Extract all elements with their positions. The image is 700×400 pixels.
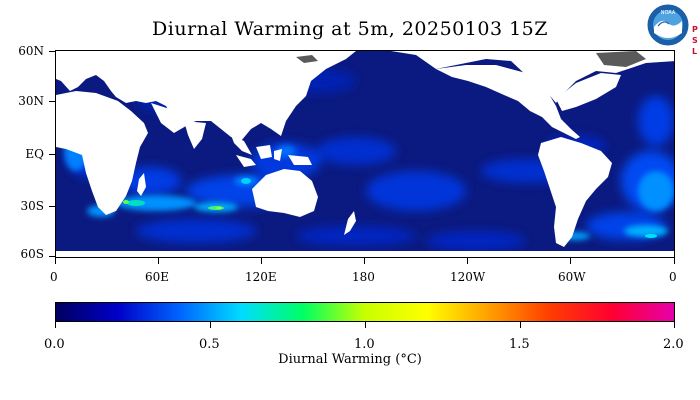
- lon-tick: [570, 258, 571, 264]
- lat-tick: [49, 154, 55, 155]
- colorbar-tick: [674, 322, 675, 328]
- lon-label-0: 0: [50, 270, 58, 284]
- madagascar-land: [137, 173, 146, 196]
- diurnal-warming-map: [56, 51, 674, 257]
- africa-land: [56, 91, 148, 215]
- new-guinea-land: [288, 155, 312, 165]
- noaa-logo: NOAA: [646, 3, 690, 51]
- colorbar-label-1-5: 1.5: [509, 337, 530, 352]
- lon-label-60e: 60E: [145, 270, 170, 284]
- lon-tick: [364, 258, 365, 264]
- lon-tick: [674, 258, 675, 264]
- arabia-land: [151, 103, 186, 133]
- greenland-ice: [596, 51, 646, 67]
- sulawesi-land: [274, 149, 282, 161]
- north-america-land: [436, 65, 580, 139]
- lon-tick: [467, 258, 468, 264]
- eurasia-land: [56, 51, 674, 141]
- lat-label-eq: EQ: [25, 147, 44, 161]
- colorbar-title: Diurnal Warming (°C): [278, 352, 422, 367]
- colorbar-tick: [55, 322, 56, 328]
- psl-text: PSL: [692, 25, 698, 56]
- colorbar: [55, 302, 675, 322]
- lat-label-30s: 30S: [20, 199, 45, 213]
- lat-tick: [49, 206, 55, 207]
- japan-land: [292, 83, 306, 105]
- lon-tick: [158, 258, 159, 264]
- colorbar-label-1: 1.0: [354, 337, 375, 352]
- lat-tick: [49, 101, 55, 102]
- lat-label-30n: 30N: [18, 94, 44, 108]
- colorbar-label-2: 2.0: [663, 337, 684, 352]
- lon-label-60w: 60W: [558, 270, 586, 284]
- indochina-land: [231, 135, 252, 155]
- colorbar-label-0-5: 0.5: [199, 337, 220, 352]
- lon-label-120w: 120W: [450, 270, 486, 284]
- colorbar-label-0: 0.0: [44, 337, 65, 352]
- lat-label-60n: 60N: [18, 44, 44, 58]
- colorbar-tick: [210, 322, 211, 328]
- lon-label-180: 180: [352, 270, 375, 284]
- lon-label-0-right: 0: [669, 270, 677, 284]
- colorbar-tick: [365, 322, 366, 328]
- antarctica-land: [56, 251, 674, 257]
- india-land: [184, 121, 206, 149]
- new-zealand-land: [344, 211, 356, 235]
- australia-land: [252, 169, 318, 217]
- noaa-badge-text: NOAA: [661, 10, 676, 16]
- lon-tick: [261, 258, 262, 264]
- land-masses: [56, 51, 674, 257]
- lat-label-60s: 60S: [20, 247, 45, 261]
- borneo-land: [256, 145, 272, 159]
- lat-tick: [49, 256, 55, 257]
- lon-tick: [55, 258, 56, 264]
- lat-tick: [49, 51, 55, 52]
- lon-label-120e: 120E: [245, 270, 277, 284]
- noaa-emblem-icon: NOAA: [646, 3, 690, 47]
- sumatra-land: [236, 155, 256, 167]
- south-america-land: [538, 137, 612, 247]
- page-title: Diurnal Warming at 5m, 20250103 15Z: [152, 18, 548, 40]
- colorbar-tick: [520, 322, 521, 328]
- arctic-ice: [296, 55, 318, 63]
- map-panel: [55, 50, 675, 258]
- north-america-east-land: [556, 73, 621, 111]
